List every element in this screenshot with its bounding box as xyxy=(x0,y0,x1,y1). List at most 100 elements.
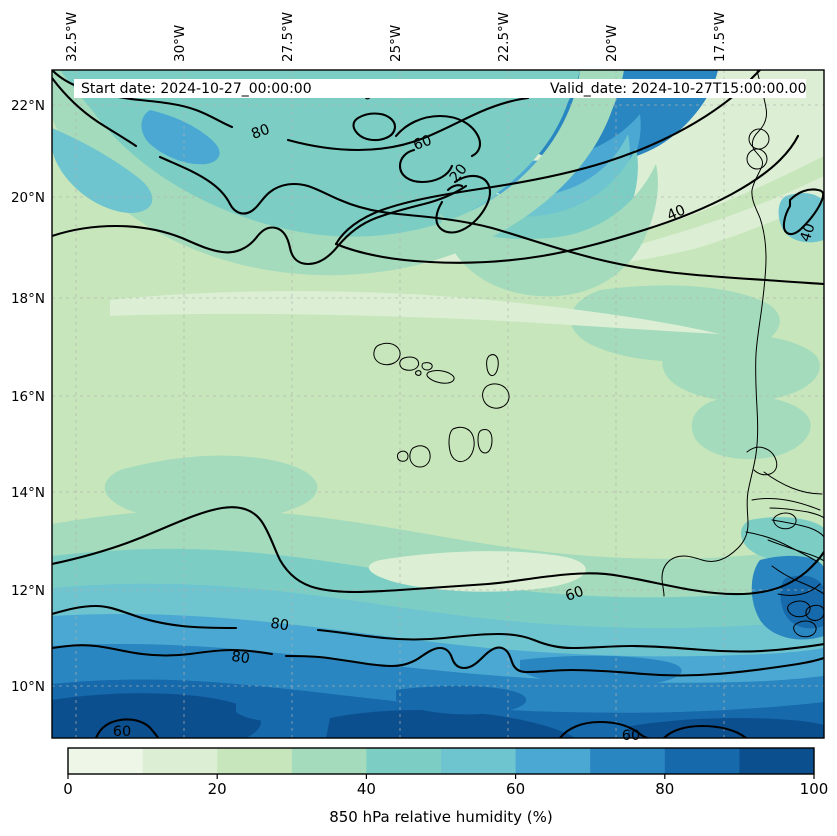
island-maio xyxy=(477,429,493,454)
colorbar-swatch-2 xyxy=(217,748,293,774)
coastline-gambia-river2 xyxy=(771,519,824,538)
island-santa-luzia xyxy=(421,362,433,371)
contour-label-40-east: 40 xyxy=(798,222,819,244)
map-axes: 40 80 60 60 20 40 40 60 80 80 60 60 Star… xyxy=(11,12,825,744)
colorbar-ticks xyxy=(67,774,815,779)
valid-date-text: Valid_date: 2024-10-27T15:00:00.00 xyxy=(550,81,807,97)
xtick-label-3: 25°W xyxy=(388,25,404,62)
coastline-guinea-bissau-2 xyxy=(777,583,821,596)
contour-label-40-b: 60 xyxy=(563,584,586,605)
coastline-guinea-bissau-1 xyxy=(771,565,824,595)
xtick-label-2: 27.5°W xyxy=(280,12,296,62)
island-sal xyxy=(486,354,499,377)
ytick-label-3: 16°N xyxy=(11,389,45,405)
colorbar-label: 850 hPa relative humidity (%) xyxy=(329,808,553,826)
cbar-ticklabel-0: 0 xyxy=(63,780,73,798)
field-patch-dark-2 xyxy=(396,685,527,715)
contour-20-dry-tongue xyxy=(334,134,800,264)
colorbar-swatch-4 xyxy=(366,748,442,774)
colorbar-swatch-9 xyxy=(739,748,815,774)
cbar-ticklabel-20: 20 xyxy=(208,780,227,798)
field-patch-mid-7 xyxy=(741,517,824,563)
island-santiago xyxy=(448,426,475,463)
island-fogo xyxy=(409,445,431,468)
xtick-label-4: 22.5°W xyxy=(496,12,512,62)
contour-label-80-c: 80 xyxy=(230,649,251,667)
field-band-30-40-n2 xyxy=(440,164,658,297)
y-tick-labels: 22°N 20°N 18°N 16°N 14°N 12°N 10°N xyxy=(11,98,45,695)
field-patch-mid-1 xyxy=(104,455,318,523)
field-band-90-100-s2 xyxy=(326,710,574,738)
valid-date-box xyxy=(544,79,806,98)
cbar-ticklabel-60: 60 xyxy=(506,780,525,798)
island-speck-1 xyxy=(415,370,422,376)
field-patch-nw-1 xyxy=(52,128,153,213)
island-sao-vicente xyxy=(399,356,420,371)
contour-40-north xyxy=(52,76,824,286)
xtick-label-5: 20°W xyxy=(604,25,620,62)
x-tick-labels: 32.5°W 30°W 27.5°W 25°W 22.5°W 20°W 17.5… xyxy=(64,12,728,62)
map-frame xyxy=(51,69,825,739)
contour-label-80-a: 80 xyxy=(249,122,272,143)
contour-40-south xyxy=(52,506,824,596)
contour-40-east-small xyxy=(782,188,824,236)
coastline-bijagos-3 xyxy=(793,620,817,638)
annotation-bar: Start date: 2024-10-27_00:00:00 Valid_da… xyxy=(74,79,807,98)
colorbar-swatch-6 xyxy=(515,748,591,774)
coastlines xyxy=(373,70,824,638)
contour-80-bottom-left xyxy=(94,718,160,738)
island-brava xyxy=(397,450,409,462)
field-patch-dark-1 xyxy=(236,699,313,722)
contour-60-bottom-right xyxy=(558,720,748,738)
contour-80-north xyxy=(52,70,530,152)
ytick-label-0: 22°N xyxy=(11,98,45,114)
xtick-label-0: 32.5°W xyxy=(64,12,80,62)
coastline-bijagos-1 xyxy=(787,600,811,618)
map-gridlines xyxy=(52,70,824,738)
coastline-west-africa xyxy=(661,70,767,597)
contour-label-60-c: 80 xyxy=(269,616,290,635)
field-patch-nw-2 xyxy=(141,110,220,165)
colorbar-swatch-5 xyxy=(441,748,516,774)
ytick-label-1: 20°N xyxy=(11,190,45,206)
contour-80-south xyxy=(52,644,824,677)
ytick-label-6: 10°N xyxy=(11,679,45,695)
cbar-ticklabel-80: 80 xyxy=(655,780,674,798)
coastline-inlet-1 xyxy=(748,128,770,150)
colorbar: 0 20 40 60 80 100 850 hPa relative humid… xyxy=(63,747,829,826)
xtick-label-1: 30°W xyxy=(172,25,188,62)
coastline-bijagos-4 xyxy=(773,512,797,530)
coastline-inner-river-2 xyxy=(745,531,819,563)
contour-60-blob-2 xyxy=(435,174,492,234)
field-patch-mid-5 xyxy=(110,291,720,334)
field-patch-mid-3 xyxy=(662,333,820,402)
colorbar-swatch-8 xyxy=(664,748,740,774)
coastline-senegal xyxy=(763,471,823,495)
ytick-label-4: 14°N xyxy=(11,485,45,501)
cbar-ticklabel-100: 100 xyxy=(800,780,829,798)
ytick-label-2: 18°N xyxy=(11,291,45,307)
coastline-inlet-2 xyxy=(746,148,768,170)
island-boa-vista xyxy=(482,383,510,409)
contour-60-south xyxy=(52,604,824,653)
colorbar-swatches xyxy=(68,748,815,774)
contour-label-20-a: 40 xyxy=(665,202,688,224)
colorbar-swatch-0 xyxy=(68,748,143,774)
field-band-30-40-n xyxy=(52,70,624,276)
contour-90-closed-north xyxy=(352,112,396,142)
contour-label-60-a: 60 xyxy=(411,133,434,154)
coastline-inner-river-1 xyxy=(751,498,821,511)
xtick-label-6: 17.5°W xyxy=(712,12,728,62)
coastline-bijagos-2 xyxy=(805,604,824,621)
field-patch-mid-4 xyxy=(691,396,811,460)
colorbar-swatch-7 xyxy=(590,748,666,774)
contour-label-80-d: 60 xyxy=(113,724,131,740)
field-patch-ne-dark2 xyxy=(780,575,824,629)
contour-label-60-d: 60 xyxy=(622,728,640,744)
contour-60-ne-boundary xyxy=(52,184,468,266)
ytick-label-5: 12°N xyxy=(11,583,45,599)
colorbar-frame xyxy=(67,747,815,775)
coastline-cap-vert xyxy=(746,446,778,476)
island-santo-antao xyxy=(373,342,401,366)
